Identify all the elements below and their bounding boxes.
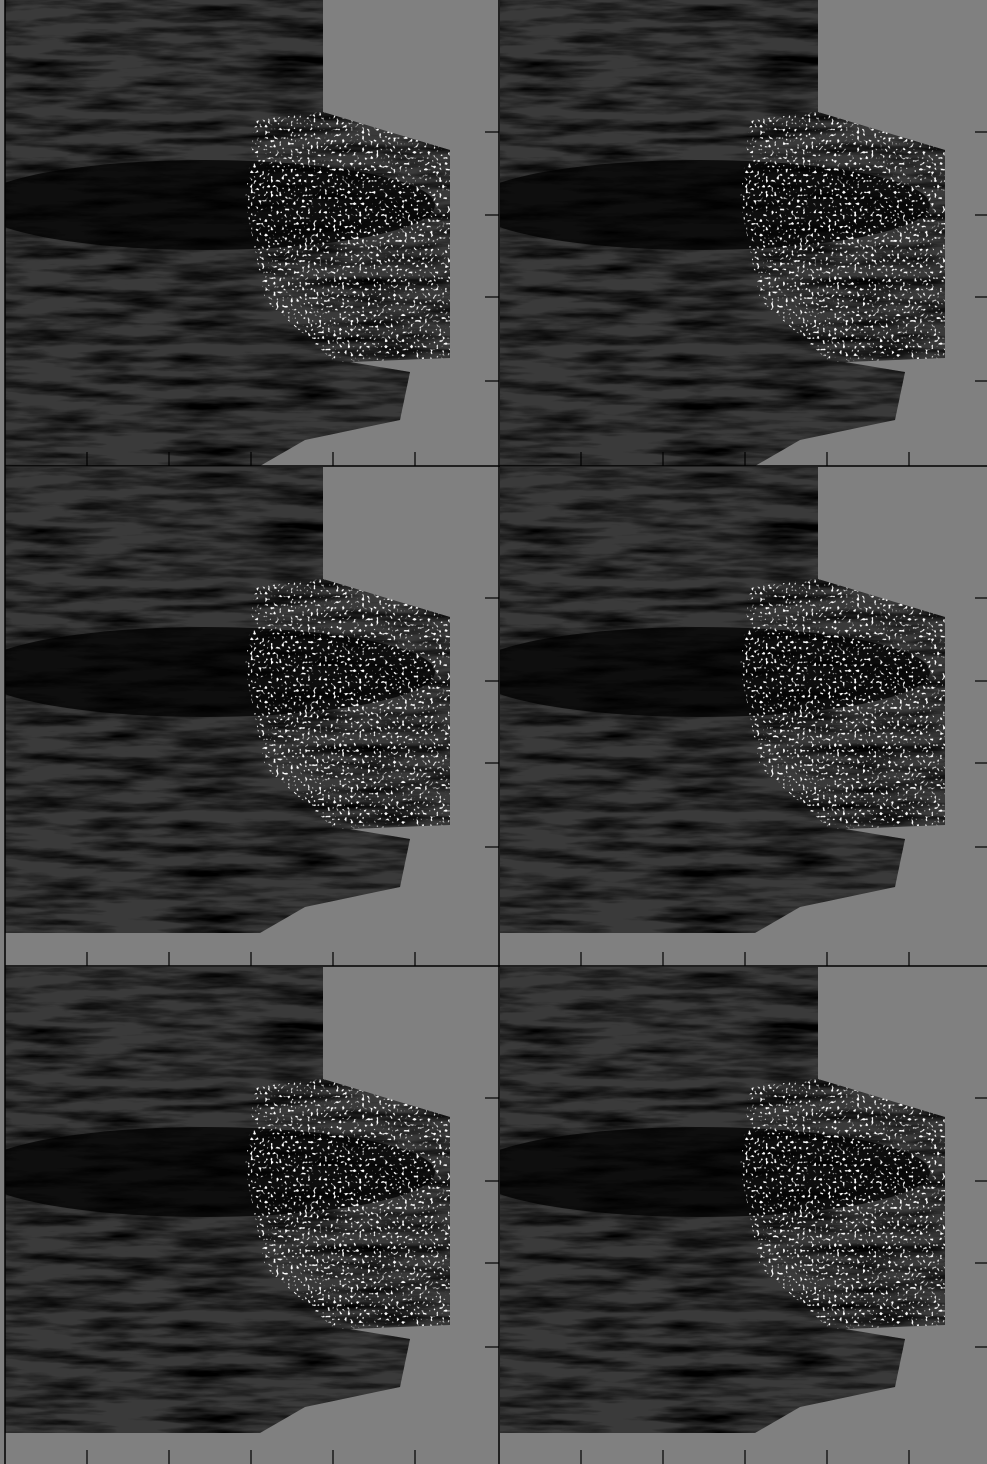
image-panel <box>470 467 987 967</box>
image-panel <box>0 967 499 1464</box>
image-panel <box>470 0 987 500</box>
image-panel <box>0 467 499 967</box>
image-panel <box>0 0 499 500</box>
image-panel <box>470 967 987 1464</box>
